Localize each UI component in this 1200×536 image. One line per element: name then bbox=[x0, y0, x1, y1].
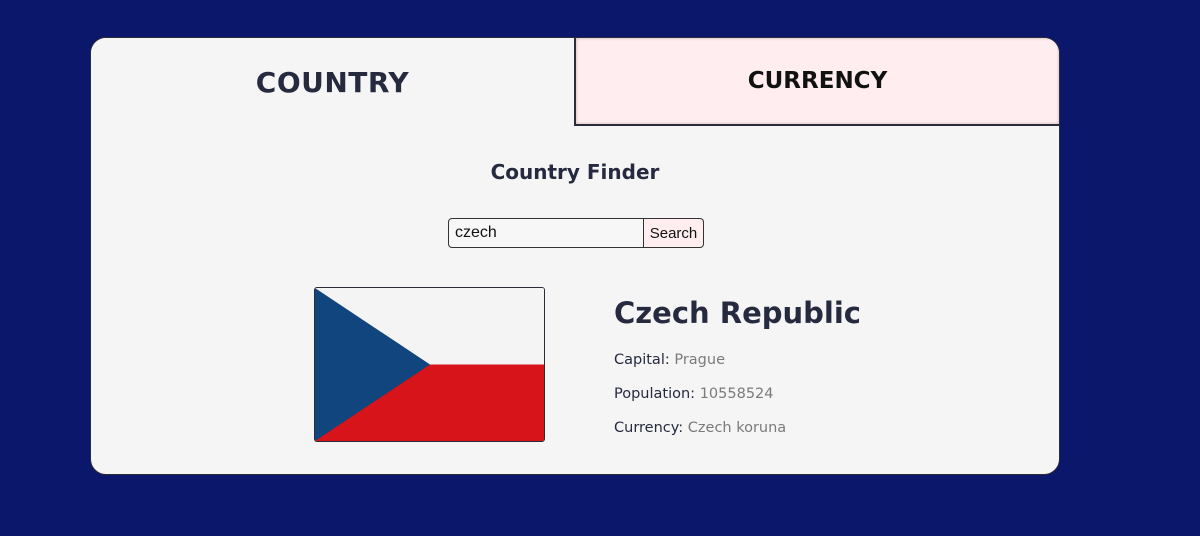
currency-row: Currency: Czech koruna bbox=[614, 420, 861, 437]
capital-value: Prague bbox=[674, 352, 725, 368]
search-input[interactable] bbox=[448, 218, 644, 248]
population-label: Population: bbox=[614, 386, 696, 402]
capital-row: Capital: Prague bbox=[614, 352, 861, 369]
capital-label: Capital: bbox=[614, 352, 670, 368]
population-value: 10558524 bbox=[699, 386, 774, 402]
tab-currency[interactable]: CURRENCY bbox=[574, 38, 1059, 126]
country-info: Czech Republic Capital: Prague Populatio… bbox=[614, 296, 861, 454]
tab-country[interactable]: COUNTRY bbox=[91, 38, 574, 126]
flag-blue-triangle bbox=[315, 288, 430, 441]
search-bar: Search bbox=[448, 218, 704, 248]
search-button[interactable]: Search bbox=[644, 218, 704, 248]
country-finder-card: COUNTRY CURRENCY Country Finder Search C… bbox=[90, 37, 1060, 475]
tab-bar: COUNTRY CURRENCY bbox=[91, 38, 1059, 126]
currency-label: Currency: bbox=[614, 420, 684, 436]
country-name: Czech Republic bbox=[614, 296, 861, 330]
population-row: Population: 10558524 bbox=[614, 386, 861, 403]
czech-flag-icon bbox=[314, 287, 545, 442]
currency-value: Czech koruna bbox=[687, 420, 787, 436]
page-title: Country Finder bbox=[490, 160, 660, 184]
